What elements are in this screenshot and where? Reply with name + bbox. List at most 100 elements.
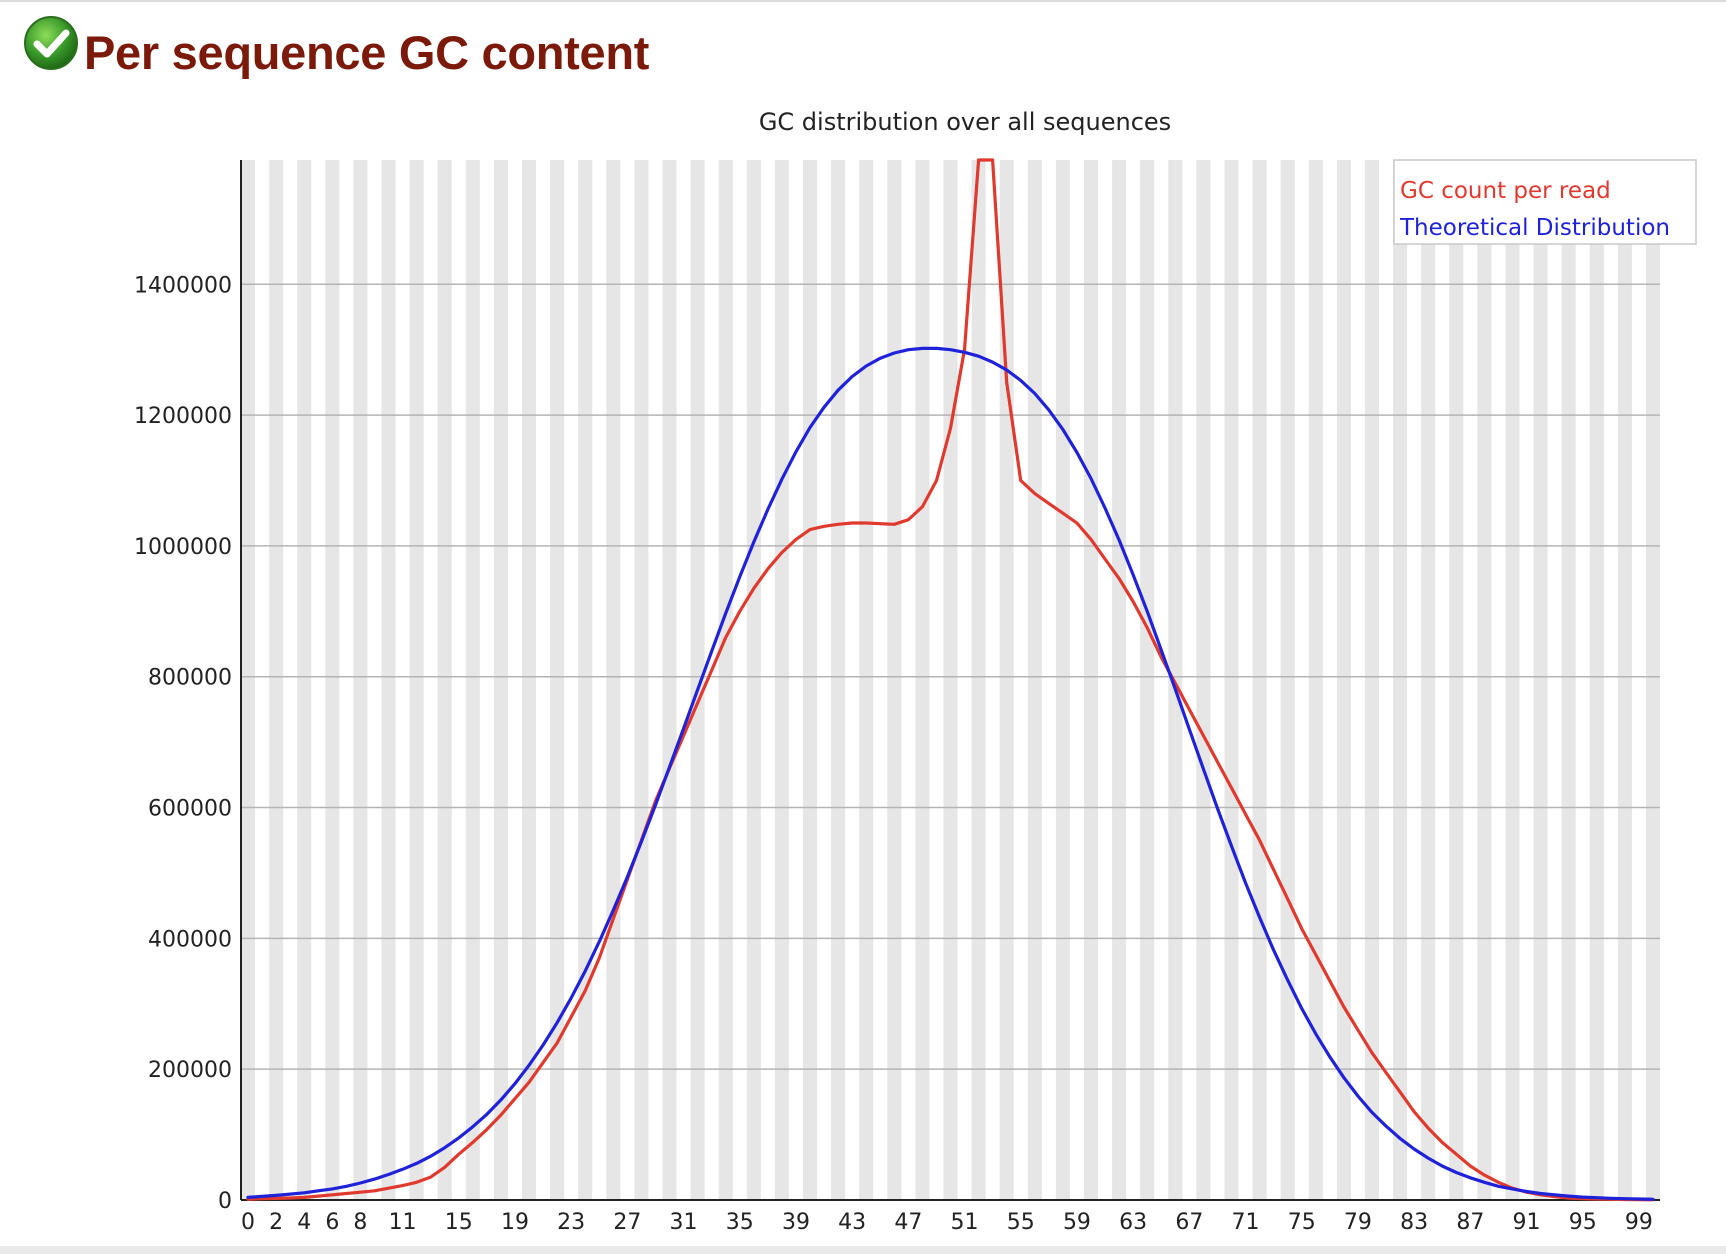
legend-entry: Theoretical Distribution	[1399, 215, 1670, 241]
y-tick-label: 800000	[148, 666, 232, 691]
x-tick-label: 95	[1569, 1210, 1597, 1235]
grid-band	[690, 160, 705, 1200]
grid-band	[1308, 160, 1323, 1200]
grid-band	[1196, 160, 1211, 1200]
grid-band	[999, 160, 1014, 1200]
grid-band	[943, 160, 958, 1200]
grid-band	[859, 160, 874, 1200]
grid-band	[1027, 160, 1042, 1200]
x-tick-label: 99	[1625, 1210, 1653, 1235]
x-tick-labels: 0 2 4 6 8 11 15 19 23 27 31 35 39 43 47 51 55 59 63 67 71 75 7…	[241, 1210, 1653, 1235]
x-tick-label: 31	[670, 1210, 698, 1235]
grid-bands	[241, 160, 1660, 1200]
theoretical-distribution-line	[246, 346, 1655, 1201]
x-tick-label: 19	[501, 1210, 529, 1235]
x-tick-label: 6	[325, 1210, 339, 1235]
grid-band	[1421, 160, 1436, 1200]
grid-band	[409, 160, 424, 1200]
grid-band	[1083, 160, 1099, 1200]
grid-band	[1364, 160, 1380, 1200]
y-tick-labels: 0 200000 400000 600000 800000 1000000 1200000 1…	[134, 273, 232, 1214]
grid-band	[353, 160, 368, 1200]
grid-band	[1617, 160, 1632, 1200]
y-tick-label: 600000	[148, 797, 232, 822]
grid-band	[1589, 160, 1604, 1200]
grid-band	[1561, 160, 1576, 1200]
x-tick-label: 51	[951, 1210, 979, 1235]
grid-band	[521, 160, 537, 1200]
grid-band	[662, 160, 677, 1200]
grid-band	[1533, 160, 1548, 1200]
x-tick-label: 55	[1007, 1210, 1035, 1235]
series-lines	[246, 158, 1655, 1202]
grid-band	[718, 160, 733, 1200]
y-tick-label: 400000	[148, 927, 232, 952]
grid-band	[1140, 160, 1155, 1200]
x-tick-label: 67	[1175, 1210, 1203, 1235]
y-tick-label: 1200000	[134, 404, 232, 429]
axes	[240, 160, 1660, 1201]
grid-band	[1224, 160, 1239, 1200]
x-tick-label: 0	[241, 1210, 255, 1235]
legend-box	[1393, 159, 1697, 245]
grid-band	[915, 160, 930, 1200]
x-tick-label: 4	[297, 1210, 311, 1235]
grid-band	[325, 160, 340, 1200]
x-tick-label: 43	[838, 1210, 866, 1235]
grid-band	[1449, 160, 1464, 1200]
gc-count-line	[246, 158, 1655, 1202]
grid-band	[1252, 160, 1267, 1200]
x-tick-label: 2	[269, 1210, 283, 1235]
grid-band	[493, 160, 508, 1200]
grid-band	[606, 160, 621, 1200]
grid-band	[241, 160, 256, 1200]
grid-band	[437, 160, 452, 1200]
x-tick-label: 47	[894, 1210, 922, 1235]
x-tick-label: 27	[613, 1210, 641, 1235]
x-tick-label: 59	[1063, 1210, 1091, 1235]
page-title: Per sequence GC content	[84, 25, 650, 79]
legend: GC count per read Theoretical Distributio…	[1393, 159, 1697, 245]
grid-band	[465, 160, 480, 1200]
grid-band	[831, 160, 846, 1200]
bottom-rule	[0, 1246, 1726, 1254]
top-rule	[0, 0, 1726, 2]
grid-band	[297, 160, 312, 1200]
x-tick-label: 15	[445, 1210, 473, 1235]
chart-title: GC distribution over all sequences	[759, 108, 1171, 136]
x-tick-label: 79	[1344, 1210, 1372, 1235]
x-tick-label: 63	[1119, 1210, 1147, 1235]
horizontal-gridlines	[241, 283, 1660, 1070]
x-tick-label: 83	[1400, 1210, 1428, 1235]
grid-band	[774, 160, 789, 1200]
grid-band	[1336, 160, 1351, 1200]
grid-band	[1505, 160, 1520, 1200]
x-tick-label: 23	[557, 1210, 585, 1235]
check-circle-icon	[24, 16, 78, 70]
grid-band	[381, 160, 396, 1200]
grid-band	[1280, 160, 1295, 1200]
x-tick-label: 11	[389, 1210, 417, 1235]
y-tick-label: 1000000	[134, 535, 232, 560]
grid-band	[634, 160, 649, 1200]
grid-band	[1055, 160, 1070, 1200]
grid-band	[746, 160, 761, 1200]
grid-band	[578, 160, 593, 1200]
y-tick-label: 0	[218, 1189, 232, 1214]
x-tick-label: 87	[1456, 1210, 1484, 1235]
module-header: Per sequence GC content	[22, 8, 650, 79]
x-tick-label: 91	[1513, 1210, 1541, 1235]
grid-band	[269, 160, 284, 1200]
legend-entry: GC count per read	[1400, 178, 1611, 204]
grid-band	[1393, 160, 1408, 1200]
x-tick-label: 75	[1288, 1210, 1316, 1235]
x-tick-label: 8	[353, 1210, 367, 1235]
gc-content-chart: 0 200000 400000 600000 800000 1000000 1200000 1…	[134, 108, 1697, 1235]
grid-band	[971, 160, 986, 1200]
grid-band	[1645, 160, 1660, 1200]
y-tick-label: 200000	[148, 1058, 232, 1083]
x-tick-label: 71	[1232, 1210, 1260, 1235]
grid-band	[1112, 160, 1127, 1200]
grid-band	[887, 160, 902, 1200]
grid-band	[1477, 160, 1492, 1200]
